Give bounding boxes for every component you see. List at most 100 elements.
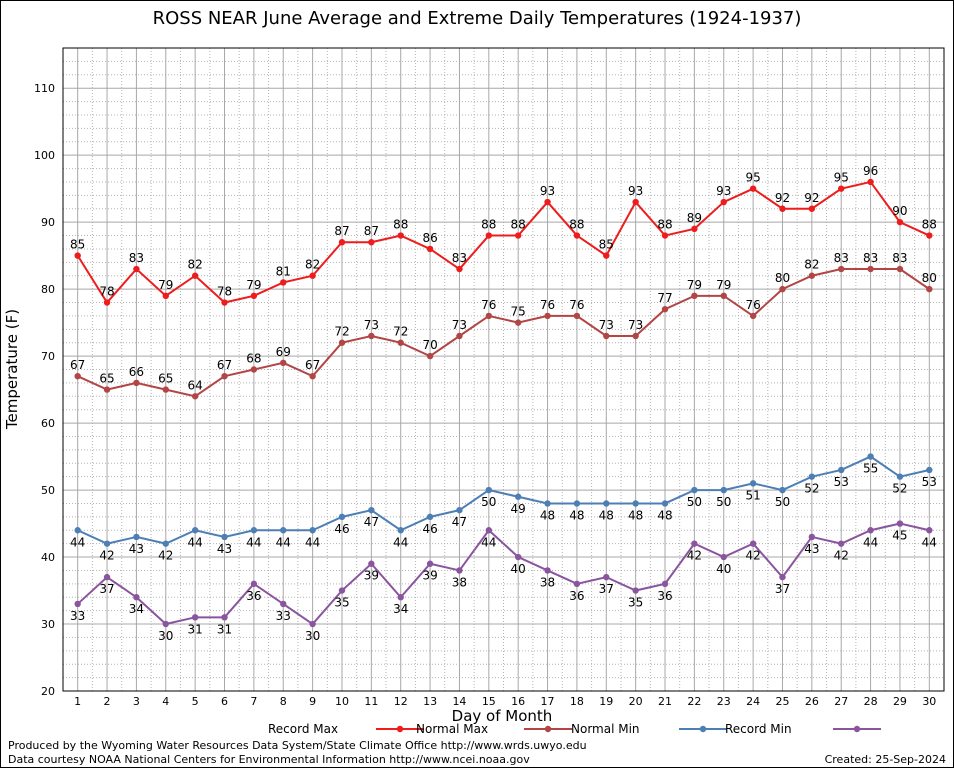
data-point	[221, 299, 228, 306]
data-label: 52	[804, 482, 819, 496]
data-point	[133, 533, 140, 541]
y-tick-label: 60	[41, 417, 55, 430]
data-label: 38	[452, 575, 467, 589]
data-point	[309, 527, 316, 534]
y-tick-labels: 20 30 40 50 60 70 80 90 100 110	[34, 82, 55, 698]
data-point	[250, 366, 258, 373]
series-line	[76, 180, 930, 305]
data-label: 82	[305, 258, 320, 272]
data-label: 73	[452, 318, 467, 332]
data-label: 78	[99, 285, 114, 299]
data-point	[309, 372, 316, 380]
data-label: 83	[129, 251, 144, 265]
data-label: 77	[657, 291, 672, 305]
data-point	[573, 580, 581, 588]
x-tick-label: 1	[74, 695, 81, 708]
data-point	[191, 527, 199, 534]
x-tick-label: 5	[192, 695, 199, 708]
data-label: 38	[540, 575, 555, 589]
data-label: 47	[452, 515, 467, 529]
data-label: 48	[657, 508, 672, 522]
data-label: 42	[834, 549, 849, 563]
x-tick-label: 17	[541, 695, 555, 708]
data-point	[456, 506, 463, 514]
data-label: 73	[628, 318, 643, 332]
data-label: 37	[775, 582, 790, 596]
data-point	[603, 573, 610, 581]
data-point	[368, 506, 375, 514]
x-tick-label: 2	[104, 695, 111, 708]
data-label: 79	[158, 278, 173, 292]
data-point	[191, 272, 199, 279]
y-tick-label: 40	[41, 551, 55, 564]
x-tick-label: 3	[133, 695, 140, 708]
data-point	[632, 500, 639, 507]
data-point	[514, 319, 522, 326]
data-point	[309, 272, 316, 279]
y-tick-label: 30	[41, 618, 55, 631]
data-label: 73	[599, 318, 614, 332]
data-point	[514, 232, 522, 239]
series-line	[77, 268, 930, 398]
data-point	[661, 500, 669, 507]
data-label: 43	[804, 542, 819, 556]
y-tick-label: 80	[41, 283, 55, 296]
data-label: 96	[863, 164, 878, 178]
data-point	[896, 218, 904, 226]
data-point	[191, 614, 199, 621]
data-point	[426, 513, 434, 521]
data-point	[896, 473, 904, 480]
data-label: 39	[422, 569, 437, 583]
x-tick-label: 16	[511, 695, 525, 708]
data-point	[280, 527, 287, 534]
data-label: 75	[511, 305, 526, 319]
legend-label: Normal Min	[571, 722, 640, 736]
x-tick-label: 14	[452, 695, 466, 708]
data-point	[74, 527, 81, 534]
data-label: 36	[657, 589, 672, 603]
data-label: 79	[687, 278, 702, 292]
data-point	[661, 306, 669, 313]
x-tick-label: 29	[893, 695, 907, 708]
data-label: 55	[863, 462, 878, 476]
data-point	[867, 178, 874, 186]
data-label: 50	[775, 495, 790, 509]
data-label: 44	[246, 535, 261, 549]
data-label: 46	[334, 522, 349, 536]
data-point	[544, 500, 551, 507]
data-label: 89	[687, 211, 702, 225]
data-point	[309, 620, 316, 628]
data-point	[926, 285, 933, 293]
data-label: 33	[70, 609, 85, 623]
x-tick-label: 11	[364, 695, 378, 708]
data-label: 42	[745, 549, 760, 563]
data-point	[896, 520, 904, 527]
x-tick-label: 24	[746, 695, 760, 708]
data-label: 36	[569, 589, 584, 603]
data-point	[926, 232, 933, 239]
legend-marker	[853, 725, 861, 733]
series-record-max: 85 78 83 79 82 78 79 81 82 87 87 88 86 83 88 88 93 88 85 93…	[70, 164, 937, 306]
data-label: 67	[70, 358, 85, 372]
data-label: 72	[393, 325, 408, 339]
data-label: 48	[628, 508, 643, 522]
data-label: 85	[599, 238, 614, 252]
data-point	[691, 486, 698, 494]
series-record-min: 33 37 34 30 31 31 36 33 30 35 39 34 39 38 44 40 38 36 37 35…	[70, 520, 937, 643]
footer-produced-by: Produced by the Wyoming Water Resources …	[8, 739, 587, 752]
x-tick-label: 9	[309, 695, 316, 708]
legend-marker	[699, 725, 707, 733]
data-point	[779, 285, 786, 293]
data-point	[397, 232, 404, 239]
data-label: 37	[599, 582, 614, 596]
data-point	[426, 352, 434, 360]
x-tick-label: 20	[629, 695, 643, 708]
series-normal-max: 67 65 66 65 64 67 68 69 67 72 73 72 70 73 76 75 76 76 73 73…	[70, 251, 937, 400]
data-label: 31	[217, 622, 232, 636]
series-line	[77, 455, 930, 545]
data-label: 79	[716, 278, 731, 292]
data-label: 49	[511, 502, 526, 516]
data-point	[280, 600, 287, 608]
data-label: 88	[922, 218, 937, 232]
data-point	[74, 600, 81, 608]
